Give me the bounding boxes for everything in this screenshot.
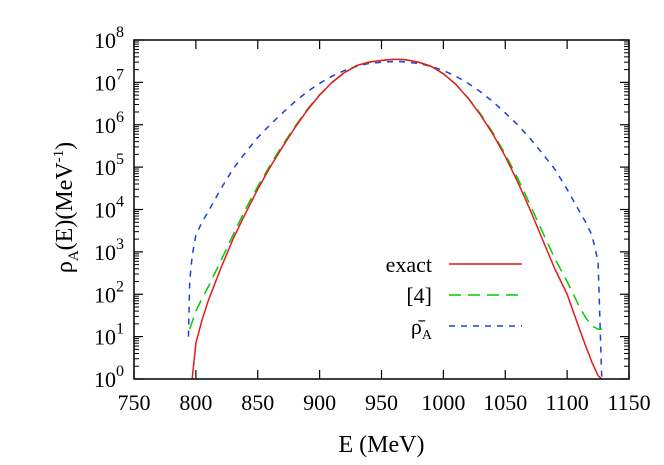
x-tick-labels: 750 800 850 900 950 1000 1050 1100 1150 (118, 390, 651, 415)
series-line-ref4 (188, 58, 602, 330)
y-tick-label: 105 (94, 151, 124, 180)
x-tick-label: 750 (118, 390, 151, 415)
plot-lines (187, 58, 603, 380)
series-line-rhobar (187, 60, 603, 380)
x-tick-label: 800 (179, 390, 212, 415)
legend-label-rhobar: ρ̄A (411, 314, 433, 343)
y-tick-label: 101 (94, 321, 124, 350)
legend: exact [4] ρ̄A (386, 252, 522, 343)
x-tick-label: 1100 (546, 390, 589, 415)
y-tick-label: 103 (94, 236, 124, 265)
legend-label-exact: exact (386, 252, 432, 277)
series-line-exact (191, 58, 603, 380)
x-axis-title: E (MeV) (339, 432, 425, 458)
y-tick-label: 108 (94, 24, 124, 53)
y-axis-title: ρA(E)(MeV-1) (51, 142, 82, 273)
y-tick-label: 107 (94, 66, 124, 95)
x-tick-label: 900 (303, 390, 336, 415)
y-tick-label: 106 (94, 109, 124, 138)
x-tick-label: 1150 (607, 390, 650, 415)
legend-label-ref4: [4] (406, 283, 432, 308)
x-tick-label: 950 (365, 390, 398, 415)
x-tick-label: 1000 (421, 390, 465, 415)
axis-ticks (133, 39, 630, 380)
x-tick-label: 1050 (483, 390, 527, 415)
y-axis-title-mid: (E)(MeV (52, 162, 78, 251)
y-tick-label: 100 (94, 363, 124, 392)
y-tick-label: 102 (94, 278, 124, 307)
y-axis-title-sup: -1 (51, 150, 67, 163)
plot-frame (133, 39, 630, 380)
y-axis-title-base: ρ (52, 261, 78, 273)
y-tick-label: 104 (94, 194, 124, 223)
y-axis-title-sub: A (66, 250, 82, 261)
legend-label-rhobar-sub: A (422, 328, 433, 343)
y-axis-title-end: ) (52, 142, 78, 150)
x-tick-label: 850 (241, 390, 274, 415)
y-tick-labels: 100 101 102 103 104 105 106 107 108 (94, 24, 124, 392)
